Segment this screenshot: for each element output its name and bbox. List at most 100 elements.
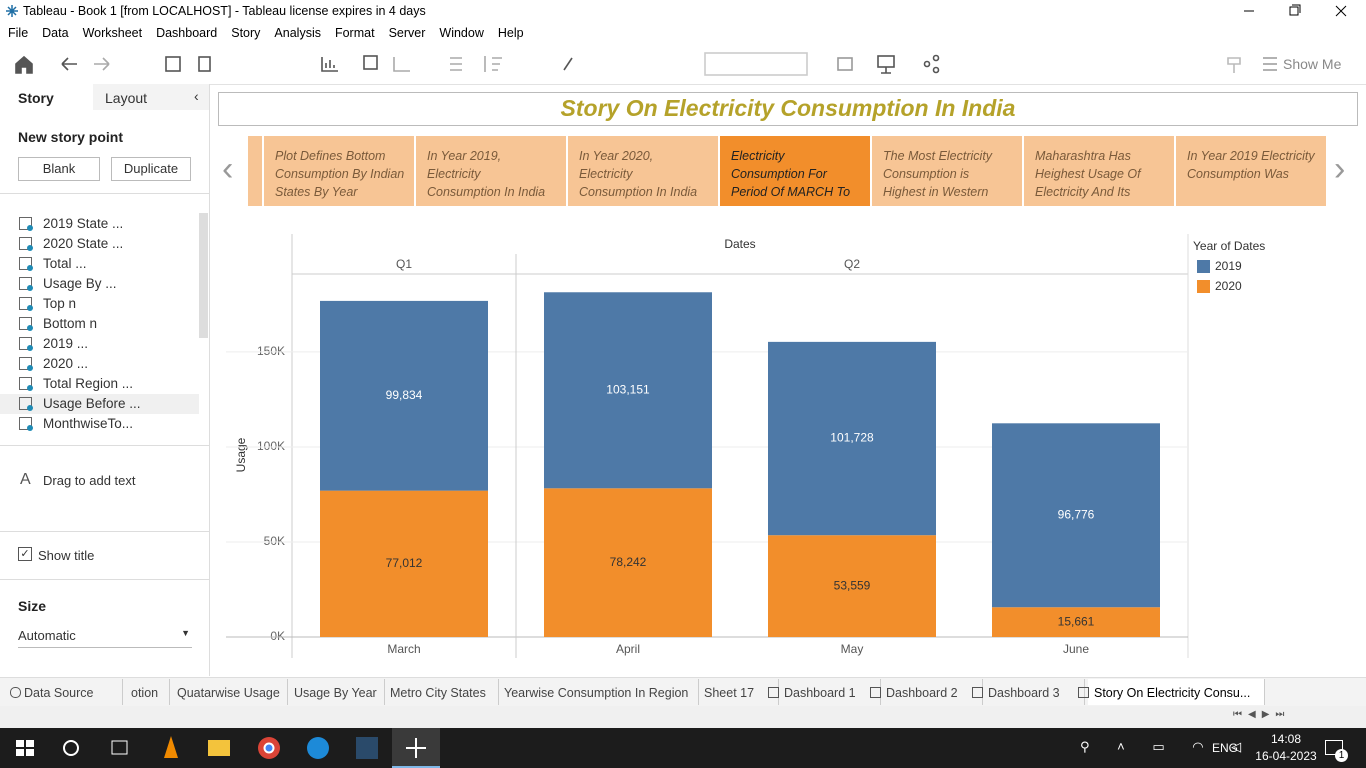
menu-item[interactable]: Worksheet xyxy=(82,26,143,40)
sheet-tab-bg[interactable] xyxy=(125,679,170,705)
sheet-tab-bg[interactable] xyxy=(171,679,288,705)
sheet-item[interactable]: MonthwiseTo... xyxy=(43,416,134,431)
sheet-tab-bg[interactable] xyxy=(498,679,699,705)
show-me[interactable]: Show Me xyxy=(1283,56,1342,72)
taskbar-icons[interactable] xyxy=(0,728,440,768)
story-point[interactable]: In Year 2019, Electricity Consumption In… xyxy=(416,136,566,206)
sheet-tab[interactable]: Dashboard 2 xyxy=(886,686,958,700)
y-tick-label: 150K xyxy=(257,344,285,358)
story-point-text: The Most Electricity Consumption is High… xyxy=(883,149,993,199)
sheet-item[interactable]: Total ... xyxy=(43,256,87,271)
text-icon: A xyxy=(20,471,31,488)
clock-time[interactable]: 14:08 xyxy=(1270,732,1302,746)
story-title: Story On Electricity Consumption In Indi… xyxy=(560,95,1016,121)
sidebar-tab[interactable]: Story xyxy=(18,90,54,106)
y-tick-label: 100K xyxy=(257,439,285,453)
sheet-item[interactable]: Top n xyxy=(43,296,77,311)
sheet-tab[interactable]: Dashboard 1 xyxy=(784,686,856,700)
menu-item[interactable]: Window xyxy=(439,26,484,40)
tab-nav[interactable]: ⏮◀▶⏭ xyxy=(1233,709,1291,720)
title-bar xyxy=(0,0,1366,22)
sheet-tab-bg[interactable] xyxy=(288,679,385,705)
sheet-tab[interactable]: Yearwise Consumption In Region xyxy=(504,686,689,700)
menu-item[interactable]: Analysis xyxy=(274,26,321,40)
tray-icons[interactable]: ⚲ ˄ ▭ ◠ ◁ xyxy=(1080,739,1254,754)
x-tick-label: March xyxy=(387,642,420,656)
bar-segment xyxy=(992,607,1160,637)
menu-item[interactable]: File xyxy=(8,26,29,40)
collapse-arrow[interactable]: ‹ xyxy=(194,88,199,104)
sheet-tab-bg[interactable] xyxy=(384,679,499,705)
sheet-icon xyxy=(19,297,32,310)
next-arrow[interactable]: › xyxy=(1334,150,1346,188)
blank-button[interactable]: Blank xyxy=(18,157,100,181)
sheet-tab[interactable]: Quatarwise Usage xyxy=(177,686,280,700)
menu-item[interactable]: Server xyxy=(388,26,426,40)
value-label: 78,242 xyxy=(610,555,647,569)
story-title-box xyxy=(218,92,1358,126)
drag-text[interactable]: Drag to add text xyxy=(43,473,136,488)
x-tick-label: June xyxy=(1063,642,1089,656)
x-tick-label: April xyxy=(616,642,640,656)
sheet-item[interactable]: Total Region ... xyxy=(43,376,134,391)
sheet-icon xyxy=(19,317,32,330)
clock-date[interactable]: 16-04-2023 xyxy=(1255,749,1317,763)
sheet-tab[interactable]: otion xyxy=(131,686,159,700)
sheet-item[interactable]: 2019 State ... xyxy=(43,216,124,231)
duplicate-button[interactable]: Duplicate xyxy=(111,157,191,181)
toolbar-icons[interactable] xyxy=(0,44,1366,84)
sheet-item[interactable]: 2020 State ... xyxy=(43,236,124,251)
menu-item[interactable]: Story xyxy=(231,26,261,40)
sheet-tab[interactable]: Data Source xyxy=(24,686,94,700)
value-label: 96,776 xyxy=(1058,507,1095,521)
sheet-check xyxy=(27,325,33,331)
value-label: 15,661 xyxy=(1058,614,1095,628)
story-point[interactable]: The Most Electricity Consumption is High… xyxy=(872,136,1022,206)
sheet-tab[interactable]: Sheet 17 xyxy=(704,686,755,700)
bar-segment xyxy=(992,423,1160,608)
divider xyxy=(0,193,209,194)
sidebar xyxy=(0,84,210,676)
value-label: 99,834 xyxy=(386,388,423,402)
sheet-item[interactable]: Bottom n xyxy=(43,316,98,331)
sheet-check xyxy=(27,305,33,311)
sheet-tab[interactable]: Story On Electricity Consu... xyxy=(1094,686,1251,700)
sheet-item[interactable]: 2020 ... xyxy=(43,356,89,371)
bar-segment xyxy=(768,535,936,637)
divider xyxy=(0,445,209,446)
story-point[interactable]: In Year 2019 Electricity Consumption Was xyxy=(1176,136,1326,206)
sidebar-tab[interactable]: Layout xyxy=(105,90,148,106)
sheet-tab-bg[interactable] xyxy=(982,679,1085,705)
story-point[interactable]: In Year 2020, Electricity Consumption In… xyxy=(568,136,718,206)
sheet-check xyxy=(27,285,33,291)
sheet-item[interactable]: Usage Before ... xyxy=(43,396,141,411)
tab-icon xyxy=(972,687,983,698)
story-point[interactable]: Plot Defines Bottom Consumption By India… xyxy=(264,136,414,206)
story-point-partial[interactable] xyxy=(248,136,262,206)
sheet-highlight xyxy=(0,394,199,414)
sheet-tab-bg[interactable] xyxy=(1088,679,1265,705)
story-point[interactable]: Maharashtra Has Heighest Usage Of Electr… xyxy=(1024,136,1174,206)
menu-item[interactable]: Data xyxy=(42,26,69,40)
menu-item[interactable]: Dashboard xyxy=(156,26,218,40)
notification-icon[interactable] xyxy=(1325,740,1343,755)
sheet-icon xyxy=(19,337,32,350)
sheet-tab[interactable]: Dashboard 3 xyxy=(988,686,1060,700)
sheet-tab[interactable]: Usage By Year xyxy=(294,686,377,700)
sheet-tab[interactable]: Metro City States xyxy=(390,686,486,700)
checkbox[interactable]: ✓ xyxy=(18,547,32,561)
bar-segment xyxy=(544,292,712,489)
sheet-item[interactable]: 2019 ... xyxy=(43,336,89,351)
menu-item[interactable]: Help xyxy=(497,26,524,40)
sheet-item[interactable]: Usage By ... xyxy=(43,276,117,291)
prev-arrow[interactable]: ‹ xyxy=(222,150,234,188)
menu-item[interactable]: Format xyxy=(334,26,375,40)
show-title[interactable]: Show title xyxy=(38,548,95,563)
notification-count: 1 xyxy=(1335,749,1348,762)
size-dropdown[interactable]: Automatic ▼ xyxy=(18,628,192,648)
language[interactable]: ENG xyxy=(1212,741,1239,755)
story-point[interactable]: Electricity Consumption For Period Of MA… xyxy=(720,136,870,206)
window-controls[interactable] xyxy=(1230,0,1366,22)
sheet-tab-bg[interactable] xyxy=(8,679,123,705)
